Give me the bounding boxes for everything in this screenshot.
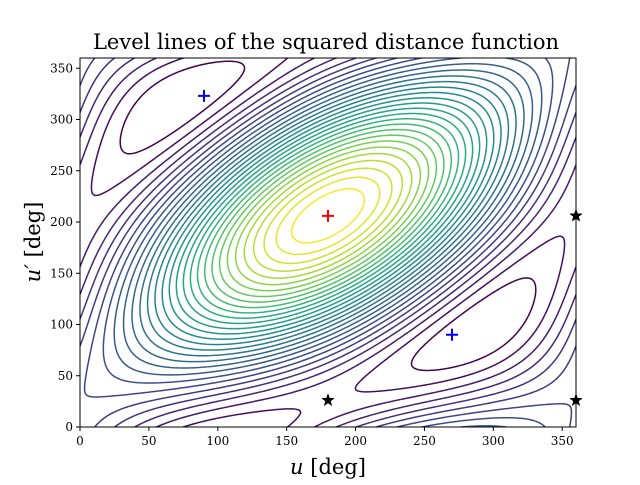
contour-level (154, 86, 502, 346)
y-tick-label: 250 (50, 164, 73, 178)
y-axis-label-unit: [deg] (21, 202, 45, 264)
y-tick-label: 350 (50, 61, 73, 75)
contour-level (263, 167, 393, 265)
contour-level (146, 80, 510, 351)
contour-level (226, 140, 430, 292)
contour-level (290, 188, 366, 244)
y-tick-label: 200 (50, 215, 73, 229)
x-tick-label: 50 (141, 434, 156, 448)
contour-level (168, 97, 488, 335)
contour-level (131, 69, 525, 363)
y-tick-label: 100 (50, 318, 73, 332)
contour-level (234, 146, 422, 286)
y-tick-label: 300 (50, 113, 73, 127)
contour-level (252, 159, 404, 272)
x-tick-label: 250 (413, 434, 436, 448)
plot-frame (79, 57, 577, 428)
x-tick-label: 300 (482, 434, 505, 448)
contour-level (139, 75, 517, 357)
maximum-marker (322, 209, 334, 222)
x-axis-label-unit: [deg] (304, 455, 366, 479)
y-tick-label: 150 (50, 266, 73, 280)
contour-level (80, 58, 576, 427)
x-axis-label-variable: u (290, 455, 304, 479)
y-tick-label: 0 (65, 420, 73, 434)
contour-level (196, 118, 460, 314)
contour-level (122, 62, 534, 369)
saddle-marker (198, 89, 210, 102)
x-tick-label: 0 (76, 434, 84, 448)
saddle-marker (446, 328, 458, 341)
contour-lines (80, 58, 576, 427)
contour-level (182, 107, 474, 325)
contour-level (119, 60, 537, 372)
contour-level (211, 128, 445, 303)
x-tick-label: 200 (344, 434, 367, 448)
contour-level (175, 102, 481, 330)
contour-level (275, 176, 381, 256)
y-axis-label-variable: u′ (21, 264, 45, 283)
y-axis-label: u′ [deg] (21, 202, 45, 283)
contour-level (203, 123, 453, 309)
x-tick-label: 350 (551, 434, 574, 448)
x-tick-label: 150 (275, 434, 298, 448)
y-axis-ticks: 0 50 100 150 200 250 300 350 (50, 61, 80, 434)
x-tick-label: 100 (206, 434, 229, 448)
contour-level (161, 91, 495, 340)
x-axis-ticks: 0 50 100 150 200 250 300 350 (76, 427, 574, 448)
contour-level (243, 152, 413, 279)
chart-title: Level lines of the squared distance func… (93, 30, 559, 54)
contour-level (218, 134, 438, 298)
minimum-marker (321, 393, 335, 407)
y-tick-label: 50 (58, 369, 73, 383)
contour-level (189, 112, 467, 319)
x-axis-label: u [deg] (290, 455, 366, 479)
